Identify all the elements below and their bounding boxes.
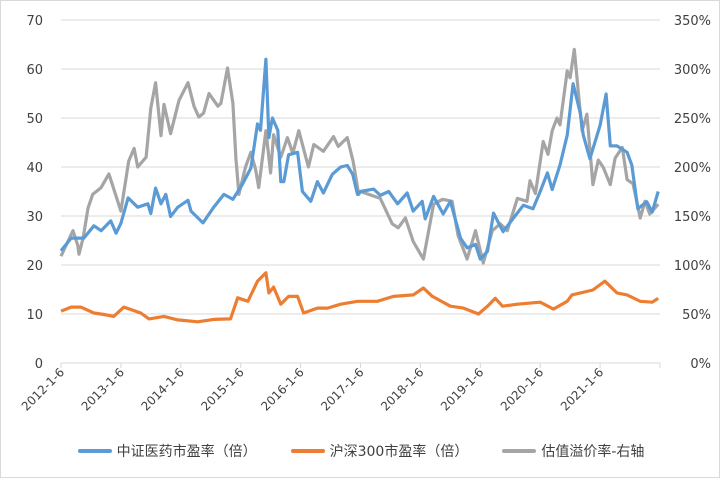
y-right-tick-label: 0% [690,357,711,372]
x-tick-label: 2019-1-6 [438,365,486,413]
plot-svg: 0 10 20 30 40 50 60 70 0% 50% 100% 150% 200% 250% 300%… [19,14,711,414]
x-tick-label: 2012-1-6 [19,365,67,413]
y-right-tick-label: 200% [674,161,711,176]
y-right-tick-label: 50% [682,308,711,323]
y-left-tick-label: 20 [26,259,43,274]
x-tick-label: 2017-1-6 [318,365,366,413]
legend-swatch-hs300-pe [290,449,325,453]
series-line-premium [59,47,660,265]
legend-item-premium: 估值溢价率-右轴 [502,441,644,461]
y-right-tick-label: 350% [674,14,711,29]
legend-swatch-premium [502,449,537,453]
y-left-tick-label: 40 [26,161,43,176]
legend-label-pharma-pe: 中证医药市盈率（倍） [116,444,257,460]
series-line-hs300-pe [60,271,660,324]
legend-label-premium: 估值溢价率-右轴 [541,444,645,460]
legend-swatch-pharma-pe [77,449,112,453]
y-left-tick-label: 70 [26,14,43,29]
series-line-pharma-pe [59,57,660,261]
x-tick-label: 2018-1-6 [378,365,426,413]
y-right-tick-label: 300% [674,63,711,78]
legend: 中证医药市盈率（倍） 沪深300市盈率（倍） 估值溢价率-右轴 [1,441,719,461]
y-right-tick-label: 100% [674,259,711,274]
legend-label-hs300-pe: 沪深300市盈率（倍） [329,444,469,460]
x-tick-label: 2021-1-6 [558,365,606,413]
y-left-tick-label: 50 [26,112,43,127]
x-tick-label: 2020-1-6 [498,365,546,413]
y-right-tick-label: 250% [674,112,711,127]
y-left-tick-label: 60 [26,63,43,78]
legend-item-hs300-pe: 沪深300市盈率（倍） [290,441,469,461]
x-tick-label: 2015-1-6 [198,365,246,413]
y-left-tick-label: 10 [26,308,43,323]
y-right-tick-label: 150% [674,210,711,225]
x-tick-label: 2016-1-6 [258,365,306,413]
y-left-tick-label: 30 [26,210,43,225]
x-tick-label: 2013-1-6 [79,365,127,413]
x-tick-label: 2014-1-6 [139,365,187,413]
legend-item-pharma-pe: 中证医药市盈率（倍） [77,441,257,461]
y-left-tick-label: 0 [35,357,43,372]
